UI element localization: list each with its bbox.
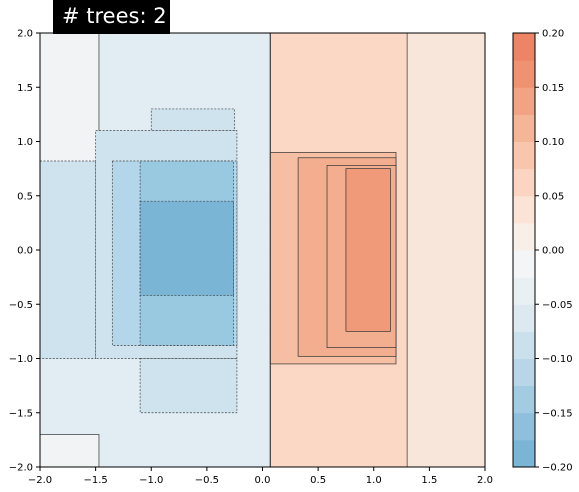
colorbar-band [513, 222, 535, 251]
x-tick-label: −1.0 [139, 475, 163, 486]
y-tick-label: 1.0 [17, 137, 33, 148]
colorbar: 0.20 0.15 0.10 0.05 0.00 −0.05 −0.10 −0.15 −0.20 [512, 29, 573, 474]
x-tick-label: −0.5 [195, 475, 219, 486]
colorbar-band [513, 412, 535, 441]
colorbar-band [513, 277, 535, 305]
y-tick-label: 1.5 [17, 83, 33, 94]
x-tick-label: 2.0 [477, 475, 493, 486]
colorbar-band [513, 87, 535, 115]
colorbar-tick-label: 0.05 [542, 191, 564, 202]
colorbar-band [513, 33, 535, 61]
y-tick-label: 0.0 [17, 246, 33, 257]
contour-region-4 [139, 358, 238, 414]
y-tick-label: −1.5 [9, 408, 33, 419]
contour-region-5 [150, 108, 236, 131]
y-tick-label: −1.0 [9, 354, 33, 365]
contour-region-15 [345, 168, 391, 332]
colorbar-tick-label: −0.10 [542, 354, 573, 365]
colorbar-tick-label: 0.15 [542, 83, 564, 94]
y-axis: 2.0 1.5 1.0 0.5 0.0 −0.5 −1.0 −1.5 −2.0 [9, 29, 40, 474]
colorbar-tick-label: 0.10 [542, 137, 564, 148]
colorbar-band [513, 439, 535, 468]
colorbar-tick-label: −0.15 [542, 408, 573, 419]
y-tick-label: −0.5 [9, 300, 33, 311]
colorbar-band [513, 250, 535, 278]
y-tick-label: 2.0 [17, 29, 33, 40]
chart-title: # trees: 2 [53, 0, 170, 34]
y-tick-label: −2.0 [9, 463, 33, 474]
colorbar-band [513, 331, 535, 359]
colorbar-tick-label: 0.00 [542, 246, 564, 257]
colorbar-band [513, 385, 535, 414]
colorbar-band [513, 195, 535, 224]
colorbar-band [513, 114, 535, 142]
colorbar-tick-label: 0.20 [542, 29, 564, 40]
contour-region-1 [40, 33, 100, 164]
x-tick-label: −2.0 [28, 475, 52, 486]
x-tick-label: −1.5 [83, 475, 107, 486]
contour-region-9 [139, 200, 234, 296]
colorbar-band [513, 304, 535, 332]
contour-region-6 [40, 160, 96, 359]
plot-area [40, 33, 485, 467]
x-tick-label: 1.5 [421, 475, 437, 486]
x-tick-label: 0.5 [310, 475, 326, 486]
y-tick-label: 0.5 [17, 191, 33, 202]
colorbar-band [513, 60, 535, 88]
contour-region-2 [40, 434, 100, 467]
colorbar-band [513, 168, 535, 197]
colorbar-band [513, 358, 535, 387]
x-tick-label: 0.0 [255, 475, 271, 486]
colorbar-tick-label: −0.20 [542, 463, 573, 474]
x-axis: −2.0 −1.5 −1.0 −0.5 0.0 0.5 1.0 1.5 2.0 [28, 467, 493, 486]
colorbar-band [513, 141, 535, 170]
colorbar-tick-label: −0.05 [542, 300, 573, 311]
x-tick-label: 1.0 [366, 475, 382, 486]
